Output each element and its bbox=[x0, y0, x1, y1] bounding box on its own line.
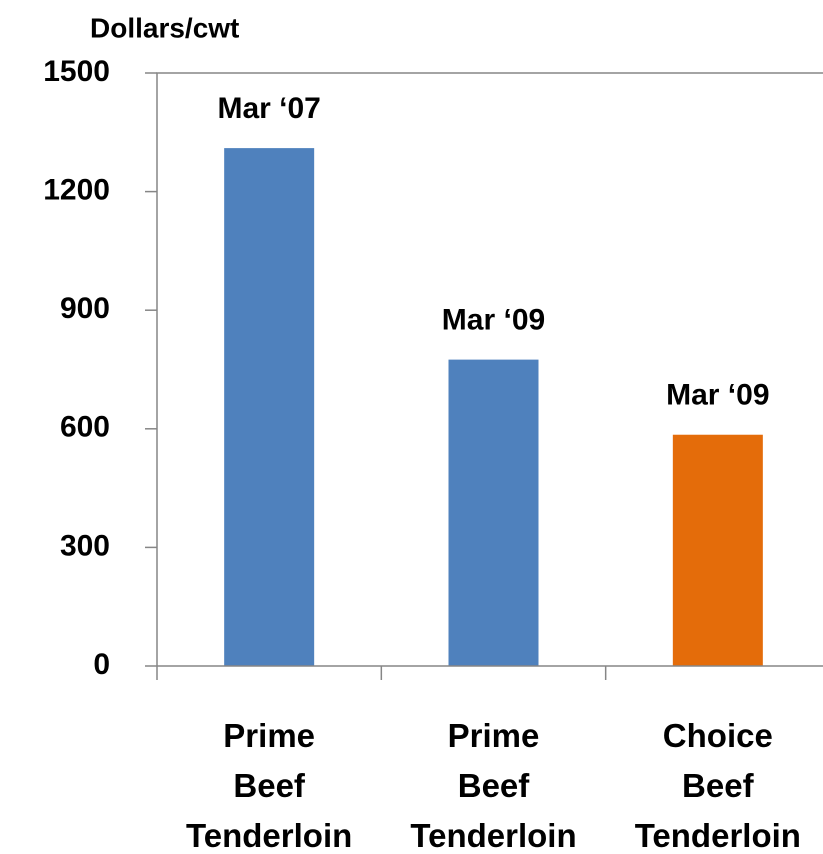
bar bbox=[448, 359, 539, 666]
y-tick-label: 0 bbox=[93, 648, 110, 681]
bar bbox=[224, 148, 315, 666]
bar-annotation: Mar ‘09 bbox=[666, 379, 769, 412]
x-tick-label: Choice Beef Tenderloin bbox=[634, 717, 801, 854]
y-tick-label: 1200 bbox=[43, 174, 110, 207]
y-tick-label: 300 bbox=[60, 529, 110, 562]
bar-annotation: Mar ‘09 bbox=[442, 304, 545, 337]
bar bbox=[672, 434, 763, 666]
y-tick-label: 900 bbox=[60, 292, 110, 325]
x-tick-label: Prime Beef Tenderloin bbox=[186, 717, 353, 854]
y-tick-label: 1500 bbox=[43, 55, 110, 88]
bar-annotation: Mar ‘07 bbox=[217, 92, 320, 125]
x-tick-label: Prime Beef Tenderloin bbox=[410, 717, 577, 854]
y-axis-title: Dollars/cwt bbox=[90, 12, 239, 43]
y-tick-label: 600 bbox=[60, 411, 110, 444]
